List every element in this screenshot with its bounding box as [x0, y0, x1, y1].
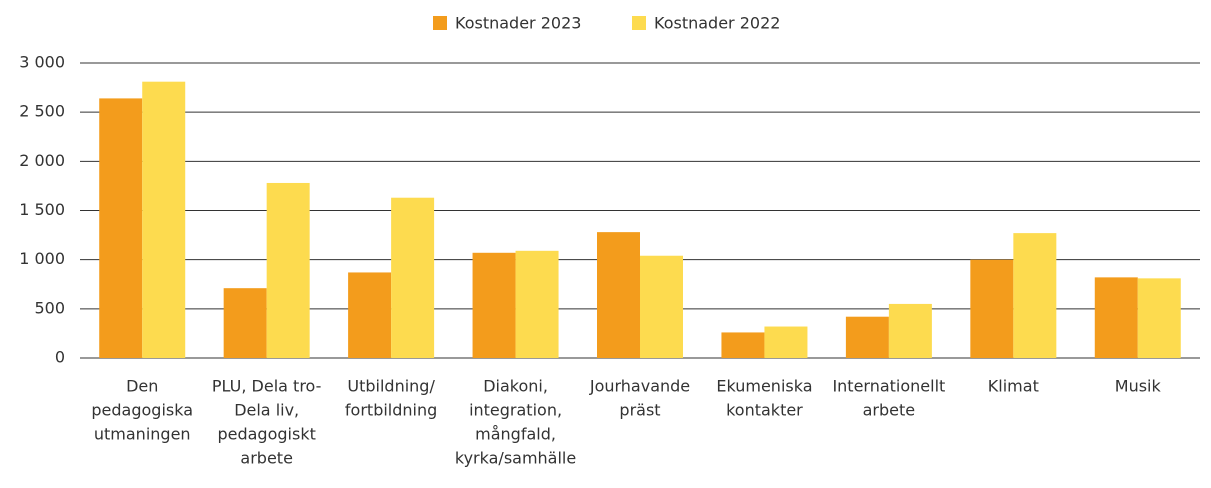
bar	[142, 81, 186, 358]
bar	[845, 316, 889, 358]
y-tick-label: 2 000	[19, 151, 65, 170]
x-tick-label: kontakter	[726, 401, 803, 420]
bar	[223, 288, 267, 358]
x-tick-label: Internationellt	[832, 377, 945, 396]
x-tick-label: mångfald,	[475, 425, 556, 444]
bar	[721, 332, 765, 358]
bar	[1013, 233, 1057, 358]
x-tick-label: Dela liv,	[234, 401, 299, 420]
bar	[515, 250, 559, 358]
bar	[764, 326, 808, 358]
bar	[1094, 277, 1138, 358]
x-tick-label: Diakoni,	[483, 377, 548, 396]
bar	[99, 98, 143, 359]
x-tick-label: utmaningen	[94, 425, 191, 444]
x-tick-label: kyrka/samhälle	[455, 449, 576, 468]
x-tick-label: Utbildning/	[347, 377, 435, 396]
bar	[970, 259, 1014, 358]
legend-label: Kostnader 2023	[455, 14, 581, 33]
y-tick-label: 1 000	[19, 249, 65, 268]
x-tick-label: präst	[619, 401, 660, 420]
x-tick-label: Den	[126, 377, 158, 396]
x-tick-label: arbete	[240, 449, 293, 468]
bar	[472, 252, 516, 358]
x-tick-label: PLU, Dela tro-	[212, 377, 322, 396]
bar	[391, 197, 435, 358]
x-tick-label: pedagogiskt	[217, 425, 315, 444]
y-tick-label: 500	[34, 298, 65, 317]
legend-swatch	[632, 16, 646, 30]
y-tick-label: 3 000	[19, 53, 65, 72]
x-tick-label: pedagogiska	[91, 401, 193, 420]
x-tick-label: arbete	[863, 401, 916, 420]
bar	[1137, 278, 1181, 358]
x-tick-label: Ekumeniska	[716, 377, 812, 396]
x-tick-label: fortbildning	[345, 401, 437, 420]
bar	[888, 303, 932, 358]
y-tick-label: 2 500	[19, 102, 65, 121]
x-tick-label: Jourhavande	[589, 377, 690, 396]
bar	[348, 272, 392, 358]
bar	[640, 255, 683, 358]
y-tick-label: 0	[55, 348, 65, 367]
x-tick-label: Musik	[1115, 377, 1162, 396]
legend-swatch	[433, 16, 447, 30]
bar	[597, 232, 640, 358]
y-tick-label: 1 500	[19, 200, 65, 219]
x-tick-label: integration,	[469, 401, 562, 420]
legend-label: Kostnader 2022	[654, 14, 780, 33]
bar	[266, 182, 310, 358]
x-tick-label: Klimat	[988, 377, 1039, 396]
